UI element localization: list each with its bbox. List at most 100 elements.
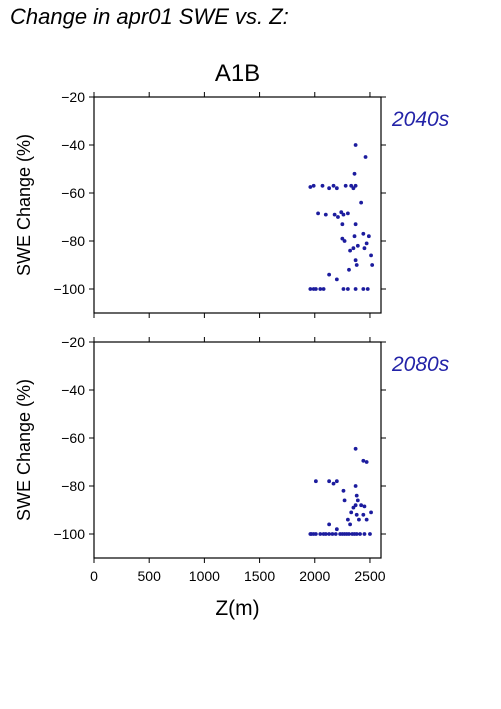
- figure-title: Change in apr01 SWE vs. Z:: [10, 4, 289, 29]
- data-point: [348, 248, 352, 253]
- data-point: [355, 498, 360, 503]
- y-axis-label: SWE Change (%): [14, 379, 34, 521]
- x-tick-label: 500: [138, 568, 162, 584]
- data-point: [332, 212, 337, 217]
- data-point: [341, 212, 346, 217]
- data-point: [313, 532, 318, 536]
- data-point: [354, 512, 359, 517]
- data-point: [354, 493, 359, 498]
- data-point: [345, 517, 350, 522]
- data-point: [363, 155, 368, 159]
- data-point: [365, 287, 370, 291]
- data-point: [353, 143, 358, 147]
- data-point: [343, 183, 348, 188]
- y-tick-label: −20: [61, 89, 85, 105]
- data-point: [361, 458, 366, 463]
- data-point: [333, 532, 338, 536]
- panel-title: A1B: [215, 60, 260, 87]
- data-point: [352, 234, 357, 239]
- data-point: [348, 522, 352, 527]
- data-point: [323, 212, 328, 217]
- data-point: [327, 522, 332, 527]
- data-point: [353, 183, 358, 188]
- data-point: [313, 479, 318, 484]
- data-point: [349, 510, 354, 515]
- data-point: [359, 200, 364, 205]
- data-point: [318, 532, 323, 536]
- data-point: [327, 272, 332, 277]
- data-point: [327, 479, 332, 484]
- data-point: [345, 287, 350, 291]
- data-point: [349, 183, 354, 188]
- data-point: [345, 211, 350, 216]
- data-point: [311, 183, 316, 188]
- data-point: [313, 287, 318, 291]
- data-point: [361, 512, 366, 517]
- data-point: [331, 481, 336, 486]
- data-point: [351, 505, 356, 510]
- data-point: [341, 488, 346, 493]
- data-point: [334, 186, 339, 191]
- plot-frame: [93, 341, 382, 559]
- data-point: [353, 222, 358, 227]
- data-point: [321, 287, 326, 291]
- period-label: 2080s: [391, 353, 450, 376]
- y-tick-label: −40: [61, 382, 85, 398]
- data-point: [334, 479, 339, 484]
- data-point: [369, 253, 373, 258]
- y-tick-label: −40: [61, 137, 85, 153]
- data-point: [340, 236, 345, 241]
- data-point: [362, 532, 367, 536]
- data-point: [357, 517, 361, 522]
- data-point: [308, 185, 313, 189]
- data-point: [354, 532, 359, 536]
- plot-frame: [93, 96, 382, 314]
- data-point: [361, 287, 366, 291]
- data-point: [353, 287, 358, 291]
- data-point: [327, 186, 332, 191]
- y-tick-label: −100: [53, 281, 85, 297]
- data-point: [352, 171, 357, 176]
- data-point: [358, 532, 362, 536]
- data-point: [355, 243, 360, 248]
- data-point: [342, 498, 347, 503]
- data-point: [342, 239, 347, 243]
- data-point: [336, 215, 340, 219]
- x-tick-label: 1000: [189, 568, 220, 584]
- data-point: [370, 263, 375, 267]
- data-point: [327, 532, 332, 536]
- y-tick-label: −80: [61, 233, 85, 249]
- data-point: [364, 517, 369, 522]
- y-tick-label: −60: [61, 430, 85, 446]
- data-point: [364, 241, 369, 246]
- data-point: [368, 532, 372, 536]
- data-point: [351, 186, 356, 191]
- data-point: [362, 504, 367, 509]
- period-label: 2040s: [391, 108, 450, 131]
- data-point: [308, 287, 313, 291]
- data-point: [353, 484, 358, 488]
- data-point: [364, 460, 369, 464]
- data-point: [318, 287, 323, 291]
- data-point: [359, 503, 364, 508]
- x-tick-label: 2500: [354, 568, 385, 584]
- data-point: [340, 222, 345, 227]
- data-point: [362, 246, 367, 251]
- y-tick-label: −100: [53, 526, 85, 542]
- data-point: [351, 246, 356, 251]
- data-point: [347, 532, 351, 536]
- data-point: [323, 532, 328, 536]
- data-point: [369, 510, 373, 515]
- data-point: [361, 231, 366, 236]
- data-point: [353, 258, 358, 263]
- y-tick-label: −20: [61, 334, 85, 350]
- data-point: [353, 446, 358, 451]
- data-point: [341, 287, 346, 291]
- y-axis-label: SWE Change (%): [14, 134, 34, 276]
- data-point: [334, 277, 339, 282]
- data-point: [331, 183, 336, 188]
- data-point: [366, 234, 371, 239]
- data-point: [334, 527, 339, 532]
- data-point: [339, 210, 344, 215]
